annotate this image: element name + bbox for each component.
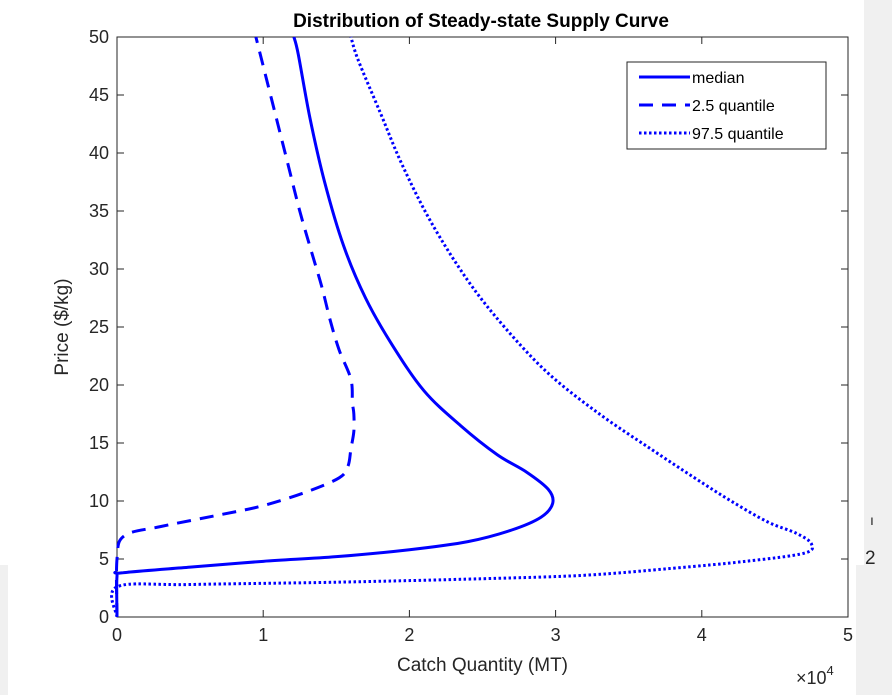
legend: median 2.5 quantile 97.5 quantile [626,61,827,150]
x-tick-label: 3 [551,625,561,645]
y-tick-label: 25 [89,317,109,337]
legend-label: 97.5 quantile [692,126,784,143]
x-exponent-base: ×10 [796,668,827,688]
y-tick-label: 30 [89,259,109,279]
x-tick-label: 2 [404,625,414,645]
x-tick-label: 5 [843,625,853,645]
series-line-dashed [114,36,356,618]
y-tick-label: 0 [99,607,109,627]
series-line-dotted [110,36,815,618]
x-axis-exponent: ×104 [796,663,834,688]
series-layer [110,36,815,618]
y-tick-label: 5 [99,549,109,569]
y-tick-label: 40 [89,143,109,163]
x-axis-label: Catch Quantity (MT) [397,655,568,676]
x-exponent-power: 4 [827,663,834,678]
x-tick-label: 0 [112,625,122,645]
x-tick-label: 1 [258,625,268,645]
y-tick-label: 45 [89,85,109,105]
y-tick-label: 35 [89,201,109,221]
chart-title: Distribution of Steady-state Supply Curv… [293,11,669,32]
legend-label: 2.5 quantile [692,98,775,115]
x-tick-label: 4 [697,625,707,645]
series-line-solid [113,36,555,618]
y-axis: 0 5 10 15 20 25 30 35 40 45 50 [89,27,848,627]
y-tick-label: 10 [89,491,109,511]
y-tick-label: 50 [89,27,109,47]
y-tick-label: 15 [89,433,109,453]
background-digit-fragment: 2 [865,548,876,569]
y-tick-label: 20 [89,375,109,395]
y-axis-label: Price ($/kg) [52,278,73,375]
background-mark-fragment: ı [870,512,874,528]
legend-label: median [692,70,744,87]
